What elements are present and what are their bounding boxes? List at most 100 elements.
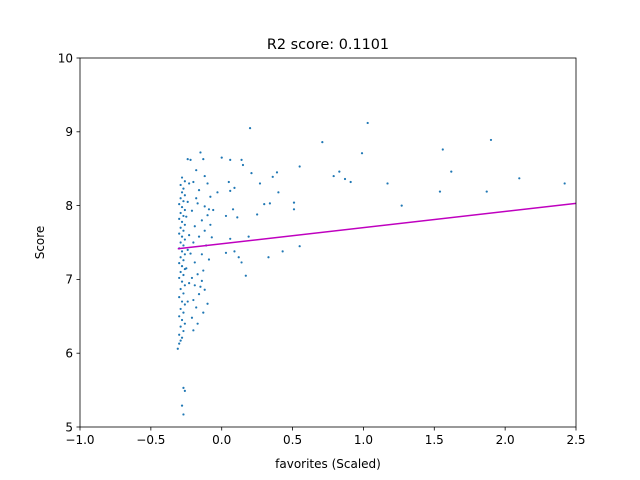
scatter-point [186, 158, 189, 161]
scatter-point [179, 325, 182, 328]
x-tick-label: 1.0 [354, 433, 373, 447]
scatter-point [182, 244, 185, 247]
scatter-point [195, 197, 198, 200]
scatter-point [563, 182, 566, 185]
scatter-point [180, 191, 184, 194]
scatter-point [179, 287, 182, 291]
x-tick-label: 2.0 [496, 433, 515, 447]
scatter-point [178, 315, 181, 318]
scatter-point [178, 232, 181, 235]
scatter-point [183, 208, 186, 212]
scatter-point [209, 195, 212, 198]
x-tick-label: −0.5 [136, 433, 165, 447]
scatter-point [192, 241, 195, 244]
scatter-point [182, 329, 185, 333]
scatter-point [229, 189, 232, 192]
scatter-point [349, 180, 352, 184]
scatter-point [227, 180, 230, 184]
scatter-point [180, 404, 184, 407]
scatter-point [248, 127, 252, 130]
scatter-point [178, 217, 181, 220]
scatter-point [179, 197, 182, 200]
scatter-point [178, 333, 181, 336]
y-tick-label: 8 [65, 199, 73, 213]
scatter-point [298, 165, 301, 168]
y-axis-label: Score [33, 226, 47, 260]
scatter-point [178, 296, 181, 299]
scatter-point [182, 187, 185, 190]
y-tick-label: 5 [65, 420, 73, 434]
scatter-point [180, 336, 184, 339]
scatter-point [203, 205, 206, 208]
scatter-point [231, 208, 235, 211]
scatter-point [258, 182, 262, 185]
y-tick-label: 9 [65, 125, 73, 139]
x-tick-label: 2.5 [566, 433, 585, 447]
scatter-point [182, 311, 185, 314]
scatter-point [244, 274, 247, 277]
x-tick-label: 0.0 [212, 433, 231, 447]
scatter-point [220, 156, 223, 159]
scatter-point [206, 214, 209, 217]
scatter-point [292, 208, 296, 211]
scatter-point [196, 322, 199, 325]
scatter-point [229, 158, 232, 161]
scatter-point [176, 347, 179, 350]
scatter-point [185, 215, 188, 218]
y-tick-label: 7 [65, 273, 73, 287]
scatter-point [206, 182, 209, 185]
scatter-point [386, 182, 389, 185]
scatter-point [338, 170, 341, 173]
scatter-point [199, 151, 202, 154]
scatter-point [268, 202, 271, 205]
scatter-point [207, 208, 211, 211]
scatter-point [180, 318, 184, 322]
x-tick-label: −1.0 [65, 433, 94, 447]
scatter-point [179, 241, 182, 244]
scatter-point [196, 202, 199, 205]
scatter-point [193, 284, 196, 287]
fit-line-group [177, 202, 577, 250]
scatter-point [178, 203, 181, 206]
scatter-point [203, 229, 206, 232]
scatter-point [233, 186, 236, 189]
scatter-point [183, 303, 186, 306]
scatter-point [281, 250, 284, 253]
scatter-point [182, 273, 185, 277]
scatter-point [229, 237, 232, 240]
scatter-point [186, 300, 189, 303]
scatter-point [518, 177, 521, 180]
y-tick-label: 10 [58, 51, 73, 65]
scatter-point [197, 189, 201, 192]
scatter-point [275, 171, 279, 174]
scatter-point [209, 223, 212, 226]
scatter-point [292, 201, 296, 204]
scatter-point [189, 252, 192, 255]
scatter-point [343, 177, 347, 181]
scatter-point [203, 174, 206, 178]
scatter-point [180, 280, 184, 283]
scatter-point [241, 163, 245, 167]
scatter-point [267, 256, 270, 259]
scatter-point [182, 229, 185, 232]
plot-frame [79, 57, 577, 428]
scatter-point [182, 292, 185, 295]
scatter-point [438, 190, 442, 193]
scatter-point [182, 386, 185, 389]
fit-line [177, 202, 577, 250]
scatter-point [182, 259, 185, 262]
scatter-point [247, 235, 250, 238]
scatter-point [183, 194, 186, 197]
scatter-point [250, 172, 253, 175]
scatter-point [197, 235, 201, 238]
scatter-point [263, 203, 266, 206]
scatter-point [202, 158, 205, 161]
scatter-point [183, 253, 186, 256]
scatter-point [190, 316, 194, 319]
scatter-point [179, 226, 182, 229]
scatter-point [190, 276, 194, 280]
scatter-point [207, 258, 211, 261]
scatter-point [195, 169, 198, 172]
scatter-point [298, 245, 301, 248]
